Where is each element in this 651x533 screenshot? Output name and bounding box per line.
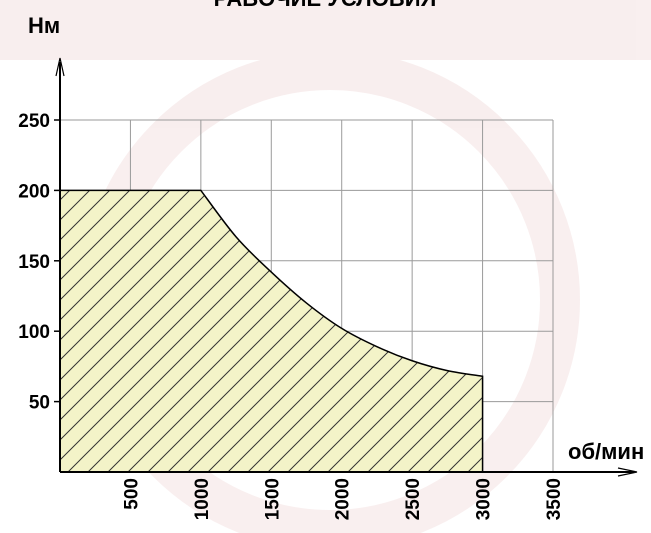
x-tick-label-3000: 3000 [474, 478, 495, 520]
series-line [60, 189, 484, 472]
x-axis-label: об/мин [568, 439, 644, 464]
operating-area-hatch [60, 190, 483, 472]
y-tick-labels: 50 100 150 200 250 [18, 111, 50, 414]
x-tick-labels: 500 1000 1500 2000 2500 3000 3500 [121, 478, 565, 520]
axes [54, 57, 638, 477]
y-tick-label-250: 250 [18, 111, 50, 132]
x-axis-arrow [617, 467, 638, 477]
x-tick-label-1000: 1000 [192, 478, 213, 520]
y-axis-label: Нм [28, 13, 60, 38]
y-tick-label-50: 50 [29, 393, 50, 414]
y-tick-label-100: 100 [18, 322, 50, 343]
x-tick-label-3500: 3500 [544, 478, 565, 520]
x-tick-label-1500: 1500 [262, 478, 283, 520]
x-tick-label-500: 500 [121, 478, 142, 510]
chart-title: РАБОЧИЕ УСЛОВИЯ [214, 0, 437, 11]
x-tick-label-2500: 2500 [403, 478, 424, 520]
x-tick-label-2000: 2000 [333, 478, 354, 520]
y-axis-arrow [55, 57, 65, 77]
y-tick-label-150: 150 [18, 252, 50, 273]
y-tick-label-200: 200 [18, 181, 50, 202]
